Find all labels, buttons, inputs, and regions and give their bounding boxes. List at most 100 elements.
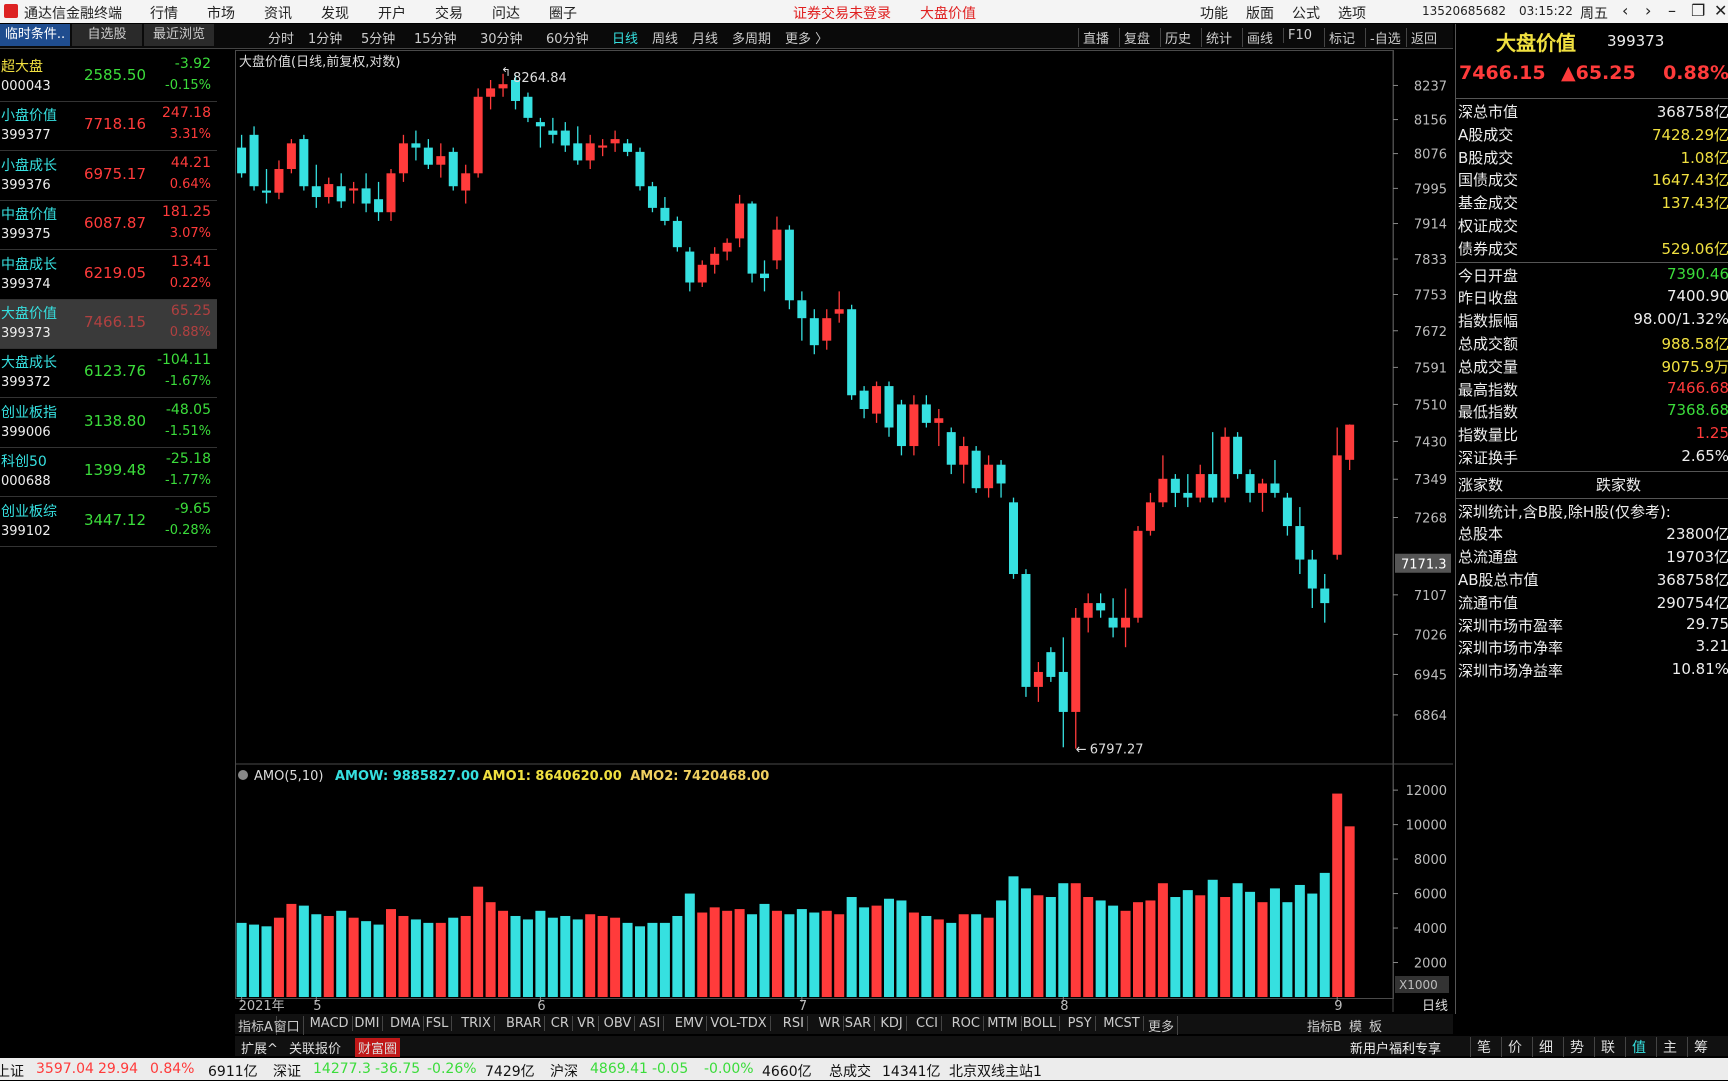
window-control[interactable]: ✕ xyxy=(1714,1,1727,20)
indicator-tab[interactable]: OBV xyxy=(604,1016,636,1031)
tool-button[interactable]: F10 xyxy=(1283,28,1312,43)
tool-button[interactable]: 历史 xyxy=(1160,28,1191,47)
period-button[interactable]: 月线 xyxy=(692,28,718,47)
volume-bar xyxy=(398,916,408,997)
menu-item[interactable]: 行情 xyxy=(150,3,178,23)
period-button[interactable]: 周线 xyxy=(652,28,678,47)
indicator-tab[interactable]: ASI xyxy=(639,1016,664,1031)
indicator-tab[interactable]: 板 xyxy=(1369,1016,1382,1035)
period-button[interactable]: 多周期 xyxy=(732,28,771,47)
indicator-tab[interactable]: 模 xyxy=(1349,1016,1362,1035)
indicator-tab[interactable]: CR xyxy=(551,1016,573,1031)
quote-value: 7390.46 xyxy=(1667,265,1728,283)
indicator-tab[interactable]: 更多 xyxy=(1148,1016,1178,1035)
side-tab[interactable]: 势 xyxy=(1563,1037,1584,1057)
indicator-tab[interactable]: MTM xyxy=(987,1016,1021,1031)
indicator-tab[interactable]: FSL xyxy=(426,1016,453,1031)
sidebar-tab[interactable]: 临时条件.. xyxy=(0,24,70,46)
tool-button[interactable]: 直播 xyxy=(1078,28,1109,47)
menu-item[interactable]: 功能 xyxy=(1200,3,1228,23)
side-tab[interactable]: 联 xyxy=(1594,1037,1615,1057)
indicator-tab[interactable]: KDJ xyxy=(880,1016,906,1031)
tool-button[interactable]: 统计 xyxy=(1201,28,1232,47)
menu-item[interactable]: 开户 xyxy=(378,3,406,23)
period-button[interactable]: 5分钟 xyxy=(361,28,395,47)
indicator-tab[interactable]: VR xyxy=(577,1016,599,1031)
promo-button[interactable]: 新用户福利专享 xyxy=(1350,1038,1441,1057)
extra-tab[interactable]: 财富圈 xyxy=(355,1038,400,1057)
tool-button[interactable]: 标记 xyxy=(1324,28,1355,47)
tool-button[interactable]: -自选 xyxy=(1365,28,1401,47)
menu-item[interactable]: 市场 xyxy=(207,3,235,23)
tool-button[interactable]: 返回 xyxy=(1406,28,1437,47)
side-tab[interactable]: 价 xyxy=(1501,1037,1522,1057)
security-code: 399377 xyxy=(1,128,51,143)
extra-tab[interactable]: 关联报价 xyxy=(286,1038,344,1057)
indicator-tab[interactable]: MCST xyxy=(1103,1016,1144,1031)
window-control[interactable]: ❐ xyxy=(1691,1,1705,20)
indicator-tab[interactable]: BOLL xyxy=(1023,1016,1060,1031)
indicator-tab[interactable]: WR xyxy=(818,1016,844,1031)
indicator-tab[interactable]: 指标B xyxy=(1307,1016,1342,1035)
side-tab[interactable]: 筹 xyxy=(1687,1037,1708,1057)
side-tab[interactable]: 值 xyxy=(1625,1037,1646,1057)
login-notice[interactable]: 证券交易未登录 xyxy=(793,3,891,23)
plot-frame xyxy=(236,51,1394,999)
side-tab[interactable]: 主 xyxy=(1656,1037,1677,1057)
quote-value: 368758亿 xyxy=(1657,101,1728,122)
window-control[interactable]: › xyxy=(1645,1,1651,20)
indicator-tab[interactable]: VOL-TDX xyxy=(710,1016,770,1031)
indicator-tab[interactable]: PSY xyxy=(1068,1016,1096,1031)
window-control[interactable]: ‹ xyxy=(1622,1,1628,20)
indicator-tab[interactable]: RSI xyxy=(783,1016,808,1031)
window-control[interactable]: – xyxy=(1668,1,1676,20)
candle-body xyxy=(723,243,732,252)
indicator-tab[interactable]: CCI xyxy=(916,1016,942,1031)
indicator-tab[interactable]: SAR xyxy=(845,1016,875,1031)
indicator-tab[interactable]: MACD xyxy=(310,1016,353,1031)
quote-name: 大盘价值 xyxy=(1496,27,1576,56)
side-tab[interactable]: 细 xyxy=(1532,1037,1553,1057)
period-button[interactable]: 分时 xyxy=(268,28,294,47)
menu-item[interactable]: 版面 xyxy=(1246,3,1274,23)
period-button[interactable]: 30分钟 xyxy=(480,28,523,47)
period-button[interactable]: 日线 xyxy=(612,28,638,47)
menu-item[interactable]: 发现 xyxy=(321,3,349,23)
menu-item[interactable]: 资讯 xyxy=(264,3,292,23)
menu-item[interactable]: 圈子 xyxy=(549,3,577,23)
indicator-tab[interactable]: TRIX xyxy=(461,1016,495,1031)
period-button[interactable]: 60分钟 xyxy=(546,28,589,47)
period-button[interactable]: 15分钟 xyxy=(414,28,457,47)
side-tab[interactable]: 笔 xyxy=(1470,1037,1491,1057)
sidebar-tab[interactable]: 自选股 xyxy=(72,24,142,46)
tool-button[interactable]: 画线 xyxy=(1242,28,1273,47)
indicator-tab[interactable]: 窗口 xyxy=(274,1016,304,1035)
indicator-tab[interactable]: ROC xyxy=(952,1016,984,1031)
indicator-tab[interactable]: DMA xyxy=(390,1016,424,1031)
volume-bar xyxy=(647,923,657,997)
indicator-tab[interactable]: EMV xyxy=(675,1016,707,1031)
indicator-tab[interactable]: DMI xyxy=(354,1016,383,1031)
sidebar-tab[interactable]: 最近浏览 xyxy=(144,24,214,46)
menu-item[interactable]: 交易 xyxy=(435,3,463,23)
period-button[interactable]: 更多 〉 xyxy=(785,28,828,47)
menu-item[interactable]: 选项 xyxy=(1338,3,1366,23)
extra-tab[interactable]: 扩展^ xyxy=(238,1038,281,1057)
menu-item[interactable]: 公式 xyxy=(1292,3,1320,23)
tool-button[interactable]: 复盘 xyxy=(1119,28,1150,47)
menu-item[interactable]: 问达 xyxy=(492,3,520,23)
period-button[interactable]: 1分钟 xyxy=(308,28,342,47)
indicator-tab[interactable]: BRAR xyxy=(506,1016,545,1031)
candle-body xyxy=(1283,498,1292,526)
indicator-tab[interactable]: 指标A xyxy=(238,1016,277,1035)
